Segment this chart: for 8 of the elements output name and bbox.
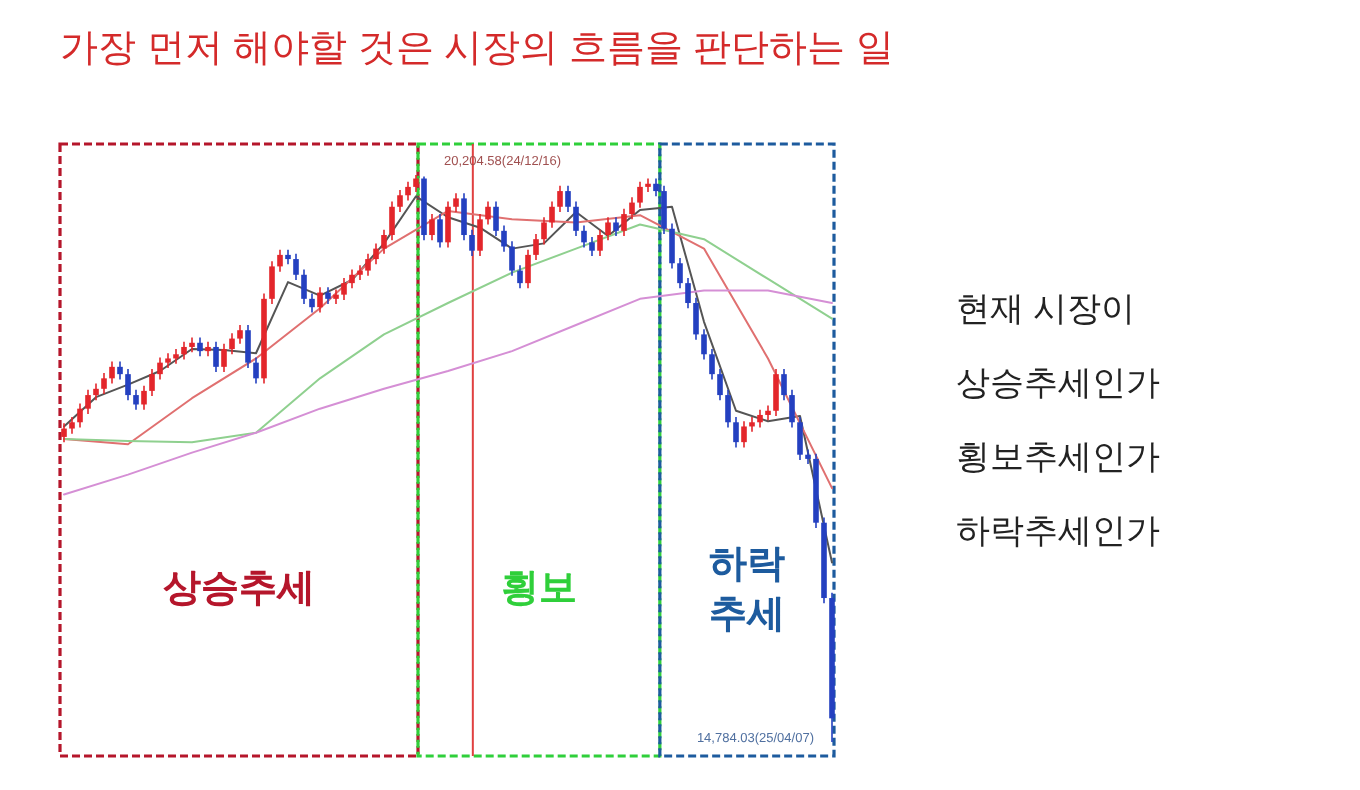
annotation: 횡보추세인가: [956, 438, 1160, 476]
annotation: 현재 시장이: [956, 290, 1136, 328]
annotation: 상승추세인가: [956, 364, 1160, 402]
annotation: 하락추세인가: [956, 512, 1160, 550]
annotation: 횡보: [500, 568, 577, 610]
annotation: 하락 추세: [708, 544, 785, 636]
title: 가장 먼저 해야할 것은 시장의 흐름을 판단하는 일: [60, 28, 894, 70]
annotation: 상승추세: [163, 568, 315, 610]
